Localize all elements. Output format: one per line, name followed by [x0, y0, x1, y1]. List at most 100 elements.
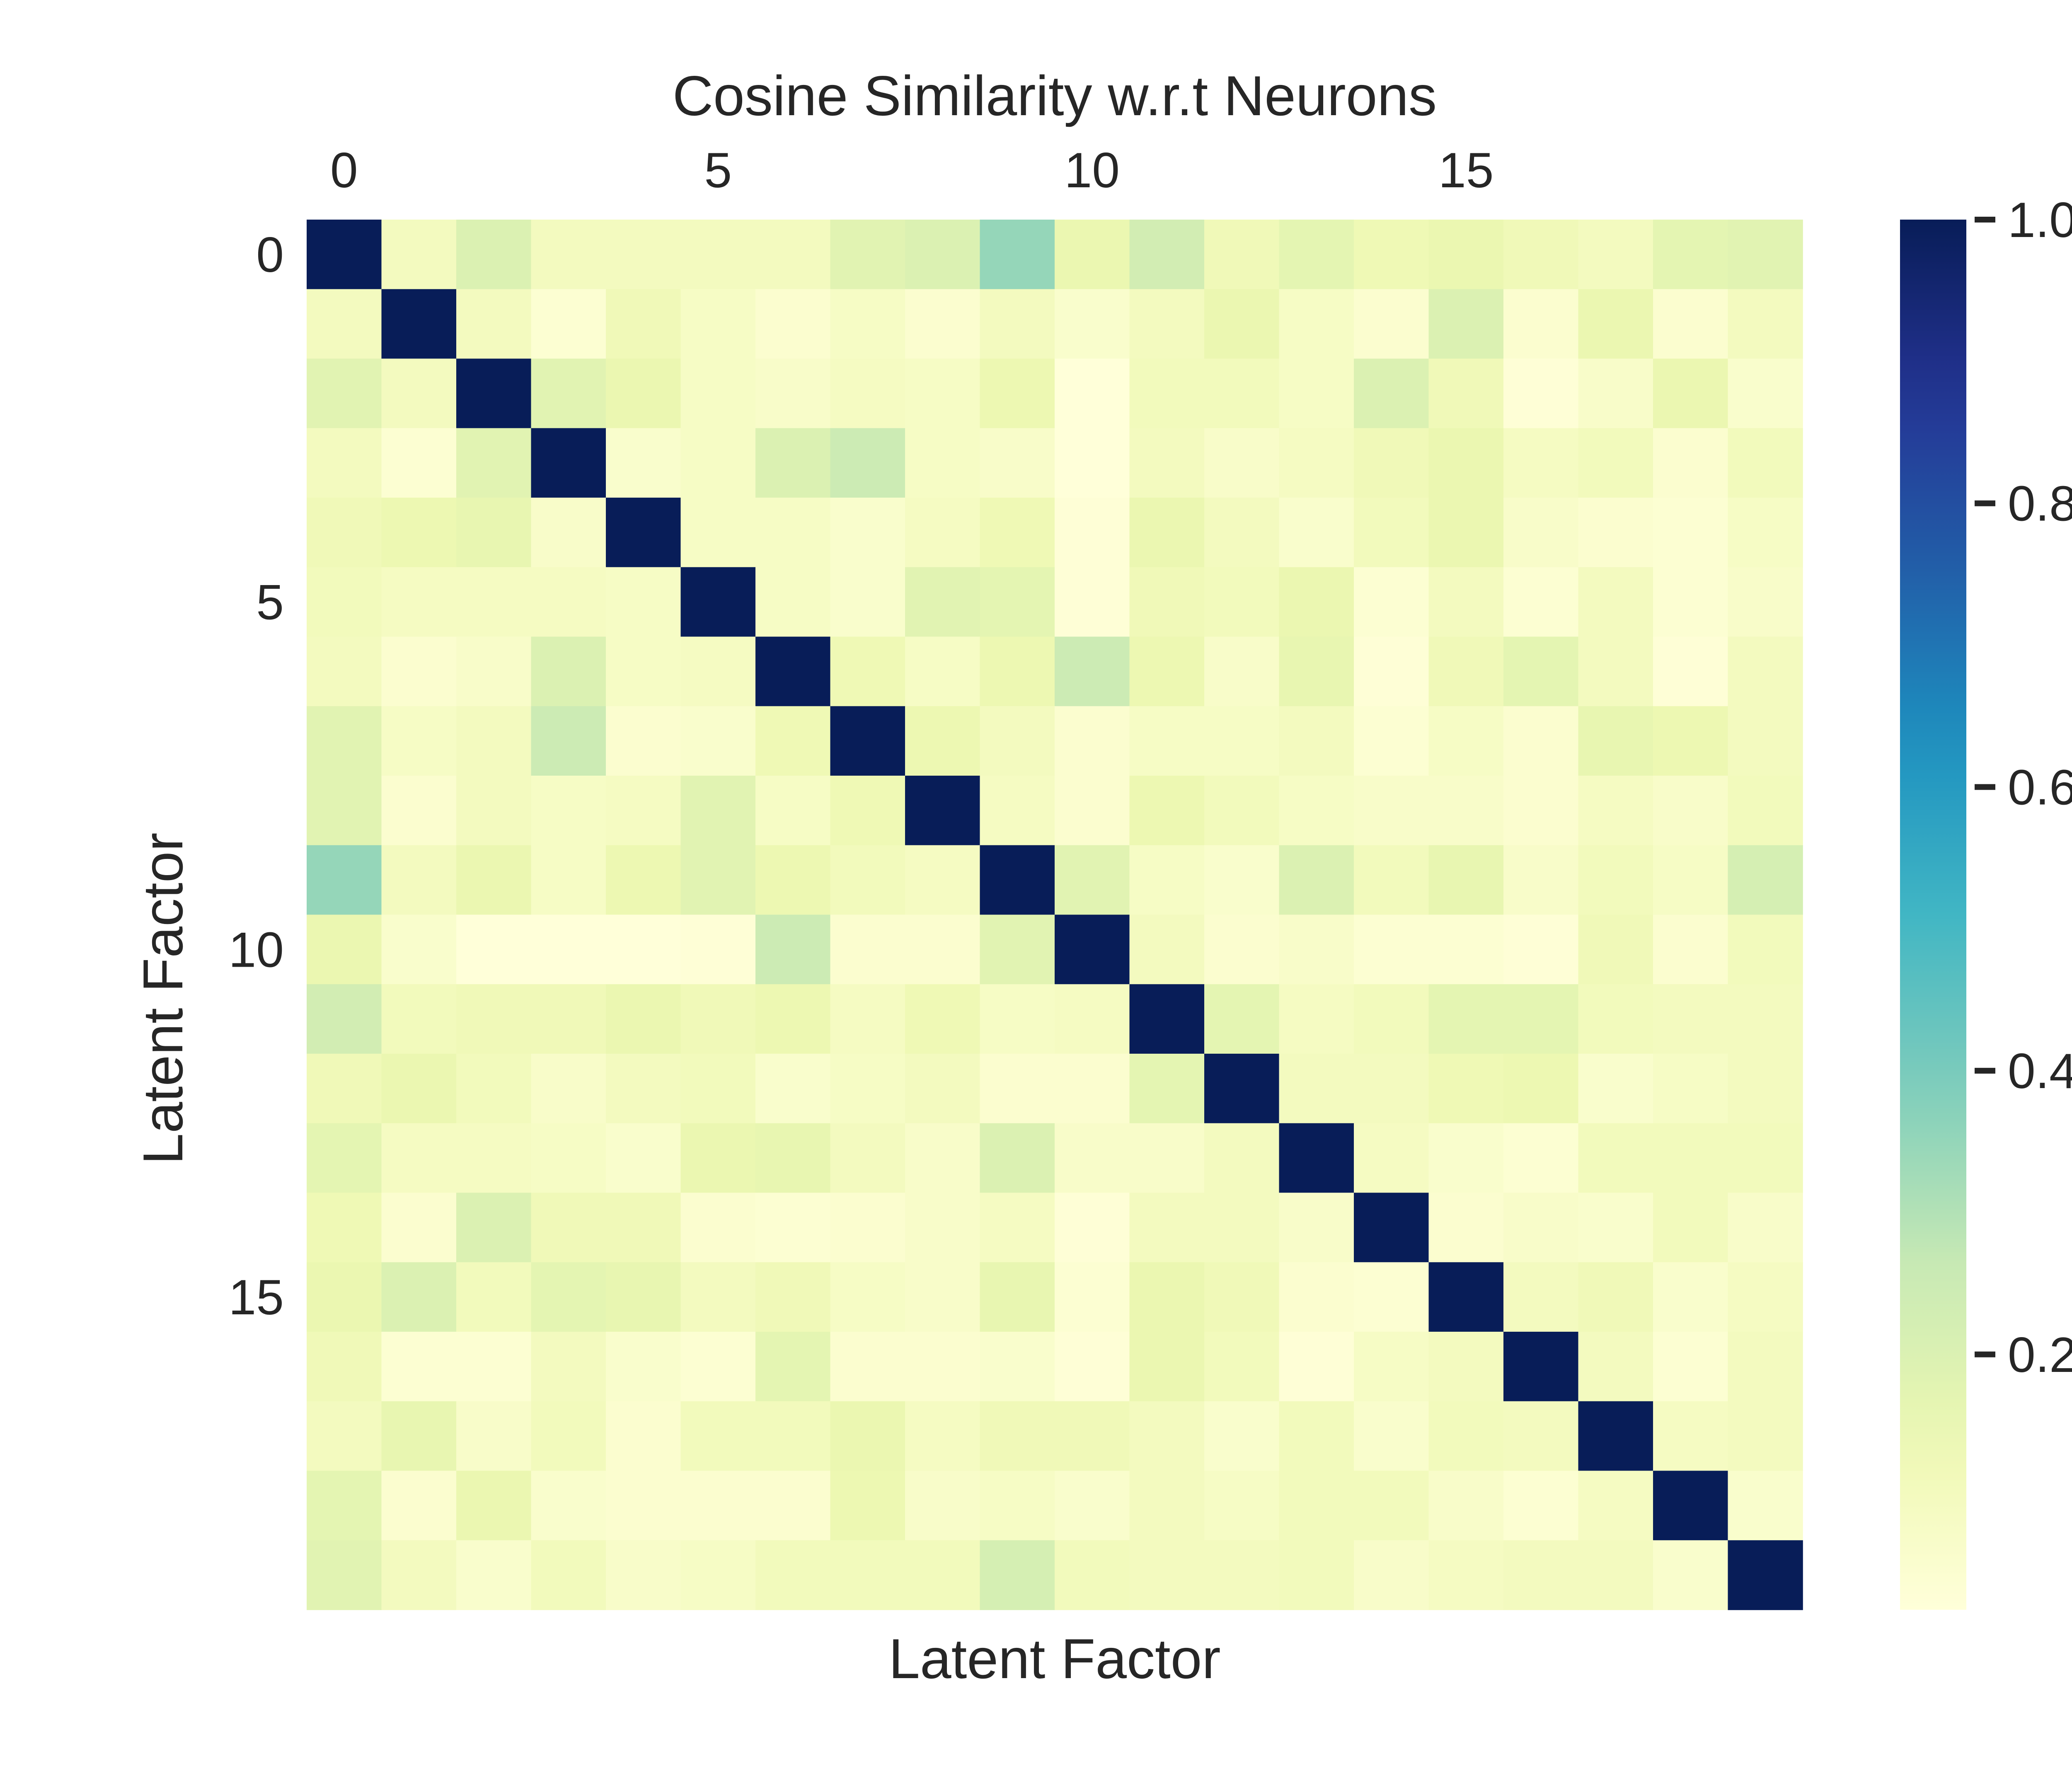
- heatmap-cell: [755, 1262, 831, 1332]
- heatmap-cell: [755, 220, 831, 290]
- heatmap-cell: [1129, 706, 1205, 776]
- heatmap-cell: [680, 845, 756, 915]
- heatmap-cell: [905, 636, 980, 707]
- y-tick-label: 10: [229, 922, 284, 977]
- heatmap-cell: [1279, 567, 1354, 637]
- heatmap-cell: [680, 1540, 756, 1610]
- heatmap-cell: [980, 1540, 1055, 1610]
- heatmap-cell: [1503, 1540, 1579, 1610]
- heatmap-cell: [381, 1193, 457, 1263]
- heatmap-cell: [1204, 220, 1280, 290]
- heatmap-cell: [1354, 428, 1429, 498]
- heatmap-cell: [1354, 1262, 1429, 1332]
- heatmap-cell: [1204, 1262, 1280, 1332]
- heatmap-cell: [381, 567, 457, 637]
- heatmap-cell: [1503, 1054, 1579, 1124]
- heatmap-cell: [1204, 567, 1280, 637]
- heatmap-cell: [381, 984, 457, 1054]
- heatmap-cell: [1503, 567, 1579, 637]
- heatmap-cell: [1728, 428, 1803, 498]
- heatmap-cell: [531, 1471, 606, 1541]
- heatmap-cell: [905, 1123, 980, 1193]
- heatmap-cell: [1279, 1332, 1354, 1402]
- heatmap-cell: [1129, 567, 1205, 637]
- heatmap-cell: [680, 428, 756, 498]
- heatmap-cell: [1503, 845, 1579, 915]
- heatmap-cell: [606, 1332, 681, 1402]
- heatmap-cell: [1503, 776, 1579, 846]
- heatmap-cell: [1204, 1540, 1280, 1610]
- heatmap-cell: [606, 428, 681, 498]
- heatmap-cell: [1354, 567, 1429, 637]
- heatmap-cell: [1279, 706, 1354, 776]
- heatmap-cell: [307, 358, 382, 429]
- heatmap-cell: [1354, 984, 1429, 1054]
- heatmap-cell: [307, 289, 382, 359]
- heatmap-cell: [456, 636, 532, 707]
- heatmap-cell: [1503, 1332, 1579, 1402]
- heatmap-cell: [1279, 1123, 1354, 1193]
- heatmap-cell: [307, 428, 382, 498]
- heatmap-cell: [1728, 1332, 1803, 1402]
- heatmap-cell: [830, 358, 905, 429]
- heatmap-cell: [1129, 1401, 1205, 1471]
- heatmap-cell: [905, 498, 980, 568]
- heatmap-cell: [1653, 220, 1728, 290]
- y-tick-label: 15: [229, 1270, 284, 1325]
- heatmap-cell: [830, 567, 905, 637]
- heatmap-cell: [606, 289, 681, 359]
- heatmap-cell: [680, 1332, 756, 1402]
- heatmap-cell: [1503, 1471, 1579, 1541]
- heatmap-cell: [1279, 845, 1354, 915]
- heatmap-cell: [1503, 498, 1579, 568]
- heatmap-cell: [1653, 1401, 1728, 1471]
- heatmap-cell: [1503, 1123, 1579, 1193]
- heatmap-cell: [755, 358, 831, 429]
- heatmap-cell: [1578, 289, 1653, 359]
- heatmap-cell: [1204, 1471, 1280, 1541]
- heatmap-cell: [905, 1471, 980, 1541]
- heatmap-cell: [755, 984, 831, 1054]
- x-axis-label: Latent Factor: [888, 1627, 1220, 1690]
- heatmap-cell: [1129, 1262, 1205, 1332]
- heatmap-cell: [606, 706, 681, 776]
- heatmap-cell: [830, 984, 905, 1054]
- heatmap-cell: [1354, 289, 1429, 359]
- heatmap-cell: [1279, 358, 1354, 429]
- heatmap-cell: [1653, 567, 1728, 637]
- heatmap-cell: [381, 914, 457, 985]
- heatmap-cell: [1578, 1401, 1653, 1471]
- heatmap-cell: [1279, 1193, 1354, 1263]
- heatmap-cell: [830, 776, 905, 846]
- heatmap-cell: [1279, 984, 1354, 1054]
- heatmap-cell: [980, 1054, 1055, 1124]
- heatmap-cell: [1428, 914, 1504, 985]
- colorbar-tick-labels: 0.2 0.4 0.6 0.8 1.0: [1975, 192, 2072, 1383]
- heatmap-cell: [1129, 636, 1205, 707]
- heatmap-cell: [1129, 498, 1205, 568]
- heatmap-cell: [381, 1401, 457, 1471]
- heatmap-cell: [381, 1471, 457, 1541]
- heatmap-cell: [1578, 220, 1653, 290]
- heatmap-cell: [1279, 776, 1354, 846]
- heatmap-cell: [755, 428, 831, 498]
- heatmap-cell: [1354, 498, 1429, 568]
- heatmap-cell: [1279, 636, 1354, 707]
- heatmap-cell: [1279, 498, 1354, 568]
- heatmap-cell: [830, 428, 905, 498]
- heatmap-cell: [680, 220, 756, 290]
- heatmap-cell: [980, 845, 1055, 915]
- heatmap-cell: [1653, 1123, 1728, 1193]
- heatmap-cell: [1129, 1123, 1205, 1193]
- heatmap-cell: [905, 428, 980, 498]
- heatmap-cell: [456, 1262, 532, 1332]
- heatmap-cell: [1204, 706, 1280, 776]
- heatmap-cell: [1728, 776, 1803, 846]
- heatmap-cell: [1728, 567, 1803, 637]
- heatmap-cell: [1055, 636, 1130, 707]
- heatmap-cell: [1653, 358, 1728, 429]
- heatmap-cell: [1428, 1332, 1504, 1402]
- heatmap-cell: [1578, 1054, 1653, 1124]
- heatmap-cell: [680, 567, 756, 637]
- heatmap-cell: [606, 567, 681, 637]
